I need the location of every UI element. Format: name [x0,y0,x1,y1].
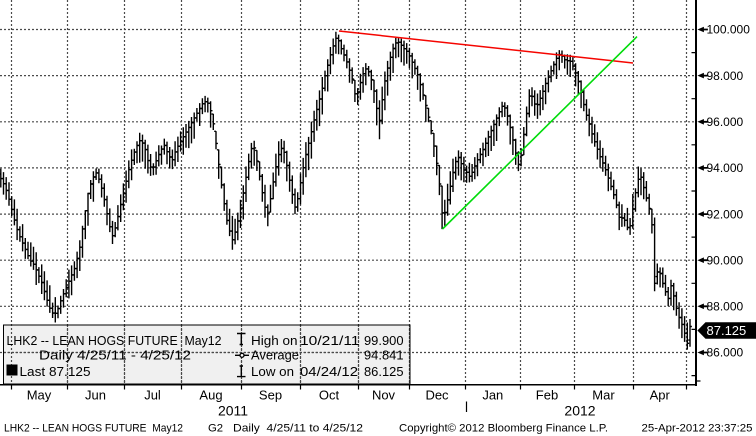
svg-text:Last 87.125: Last 87.125 [20,364,91,379]
svg-text:Jun: Jun [85,388,106,403]
svg-text:LHK2 -- LEAN HOGS FUTURE May1: LHK2 -- LEAN HOGS FUTURE May12 [4,423,183,435]
svg-text:Copyright© 2012 Bloomberg Fina: Copyright© 2012 Bloomberg Finance L.P. [399,423,608,435]
svg-text:96.000: 96.000 [707,115,744,129]
svg-text:86.000: 86.000 [707,346,744,360]
svg-text:Dec: Dec [425,388,449,403]
svg-text:87.125: 87.125 [707,323,747,338]
svg-text:Jan: Jan [482,388,503,403]
svg-text:94.841: 94.841 [364,348,404,363]
svg-text:Sep: Sep [259,388,282,403]
svg-text:Average: Average [251,348,299,363]
svg-text:100.000: 100.000 [707,23,751,37]
svg-text:92.000: 92.000 [707,207,744,221]
svg-text:Nov: Nov [372,388,396,403]
svg-text:86.125: 86.125 [364,364,404,379]
svg-text:Daily 4/25/11 - 4/25/12: Daily 4/25/11 - 4/25/12 [39,348,191,363]
svg-text:LHK2 -- LEAN HOGS FUTURE May1: LHK2 -- LEAN HOGS FUTURE May12 [7,333,222,348]
svg-text:90.000: 90.000 [707,253,744,267]
svg-text:Low on: Low on [251,364,294,379]
svg-text:Jul: Jul [144,388,161,403]
svg-text:04/24/12: 04/24/12 [300,364,358,379]
svg-text:G2: G2 [208,423,223,435]
svg-text:May: May [27,388,52,403]
svg-text:98.000: 98.000 [707,69,744,83]
svg-text:2012: 2012 [564,403,595,419]
svg-text:Apr: Apr [650,388,671,403]
svg-text:High on: High on [251,333,298,348]
svg-text:Aug: Aug [199,388,222,403]
svg-text:99.900: 99.900 [364,333,404,348]
svg-text:Oct: Oct [319,388,340,403]
svg-text:94.000: 94.000 [707,161,744,175]
svg-text:25-Apr-2012 23:37:25: 25-Apr-2012 23:37:25 [642,423,753,435]
svg-text:2011: 2011 [218,403,248,419]
svg-text:Mar: Mar [592,388,615,403]
svg-text:10/21/11: 10/21/11 [300,333,360,348]
svg-text:Daily 4/25/11 to 4/25/12: Daily 4/25/11 to 4/25/12 [233,423,363,435]
svg-text:88.000: 88.000 [707,300,744,314]
svg-text:Feb: Feb [536,388,558,403]
